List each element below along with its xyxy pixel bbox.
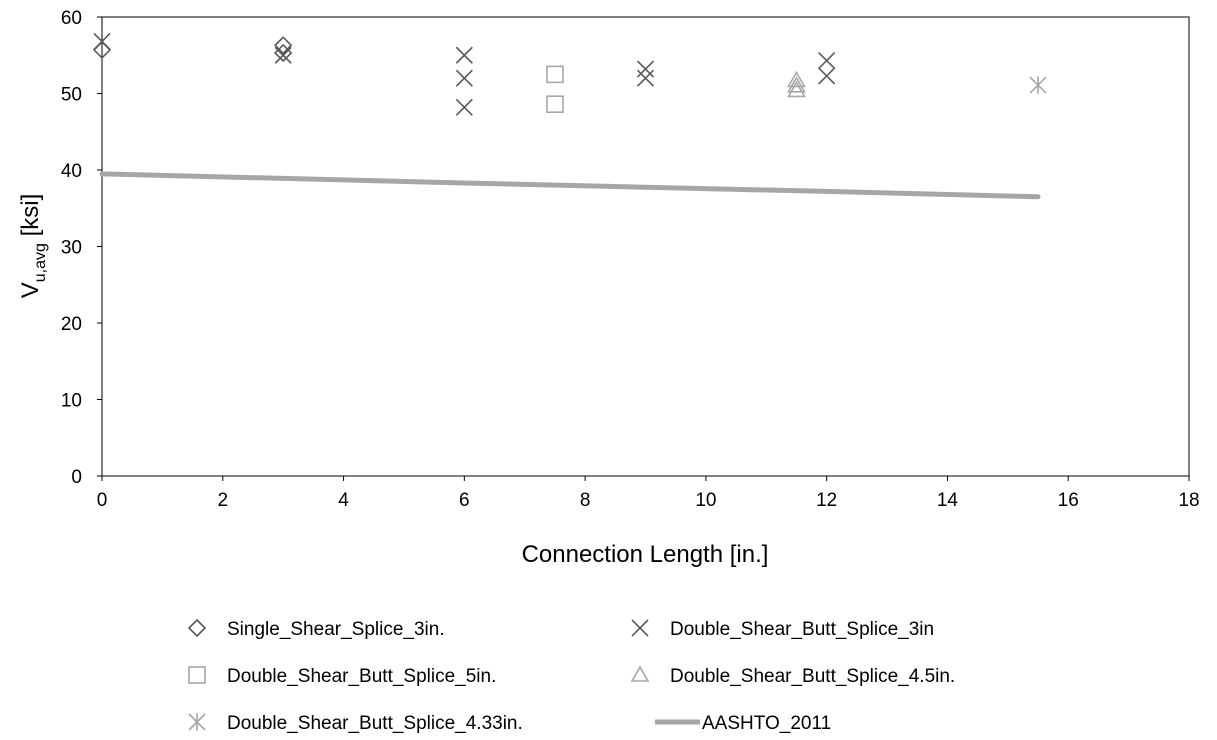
data-point: [636, 60, 655, 78]
legend-label: Single_Shear_Splice_3in.: [227, 619, 445, 640]
legend: Single_Shear_Splice_3in. Double_Shear_But…: [187, 618, 955, 734]
legend-label: Double_Shear_Butt_Splice_4.33in.: [227, 713, 523, 734]
x-axis-title: Connection Length [in.]: [522, 541, 769, 568]
y-tick-label: 30: [61, 238, 82, 259]
x-tick-label: 16: [1058, 490, 1079, 511]
legend-item: Single_Shear_Splice_3in.: [187, 618, 445, 640]
series-5: [99, 171, 1041, 200]
series-3: [787, 70, 806, 98]
legend-swatch: [188, 713, 206, 731]
y-axis-title-subscript: u,avg: [32, 243, 49, 282]
x-tick-label: 4: [338, 490, 349, 511]
legend-item: Double_Shear_Butt_Splice_5in.: [188, 666, 496, 687]
x-tick-label: 14: [937, 490, 959, 511]
data-point: [546, 95, 564, 114]
legend-label: Double_Shear_Butt_Splice_4.5in.: [670, 666, 955, 687]
data-point: [274, 36, 293, 55]
legend-swatch: [187, 618, 207, 638]
x-tick-label: 10: [695, 490, 716, 511]
x-axis-ticks: 0 2 4 6 8 10 12 14 16 18: [97, 476, 1200, 511]
y-tick-label: 50: [61, 85, 82, 106]
data-point: [787, 80, 806, 98]
y-tick-label: 60: [61, 8, 82, 29]
y-axis-title-unit: [ksi]: [17, 194, 44, 243]
data-point: [455, 69, 473, 87]
x-tick-label: 0: [97, 490, 108, 511]
series-4: [1029, 76, 1047, 94]
data-point: [455, 46, 473, 64]
data-point: [818, 67, 836, 85]
series-2: [546, 65, 564, 114]
legend-item: Double_Shear_Butt_Splice_3in: [631, 619, 934, 640]
plot-area: [101, 16, 1190, 477]
data-point: [93, 32, 111, 51]
x-tick-label: 12: [816, 490, 837, 511]
y-tick-label: 40: [61, 161, 82, 182]
legend-label: Double_Shear_Butt_Splice_5in.: [227, 666, 496, 687]
svg-text:Vu,avg [ksi]: Vu,avg [ksi]: [17, 194, 49, 299]
series-layer: [92, 32, 1047, 200]
y-axis-title: Vu,avg [ksi]: [17, 194, 49, 299]
legend-item: Double_Shear_Butt_Splice_4.5in.: [630, 665, 955, 687]
y-axis-ticks: 0 10 20 30 40 50 60: [61, 8, 102, 488]
series-line: [99, 171, 1041, 200]
data-point: [787, 70, 806, 88]
data-point: [546, 65, 564, 84]
x-tick-label: 2: [217, 490, 228, 511]
y-tick-label: 0: [71, 467, 82, 488]
data-point: [818, 52, 836, 70]
legend-swatch: [631, 619, 649, 637]
legend-item: Double_Shear_Butt_Splice_4.33in.: [188, 713, 523, 734]
data-point: [787, 76, 806, 93]
y-axis-title-main: V: [17, 282, 44, 298]
legend-label: AASHTO_2011: [702, 713, 831, 734]
legend-item: AASHTO_2011: [655, 713, 831, 734]
series-1: [93, 32, 836, 116]
y-tick-label: 20: [61, 314, 82, 335]
x-tick-label: 18: [1178, 490, 1199, 511]
x-tick-label: 6: [459, 490, 470, 511]
y-tick-label: 10: [61, 391, 82, 412]
data-point: [455, 98, 473, 116]
data-point: [636, 69, 655, 87]
x-tick-label: 8: [580, 490, 591, 511]
legend-swatch: [188, 666, 206, 684]
data-point: [1029, 76, 1047, 94]
legend-label: Double_Shear_Butt_Splice_3in: [670, 619, 934, 640]
legend-swatch: [630, 665, 650, 682]
data-point: [274, 46, 292, 64]
